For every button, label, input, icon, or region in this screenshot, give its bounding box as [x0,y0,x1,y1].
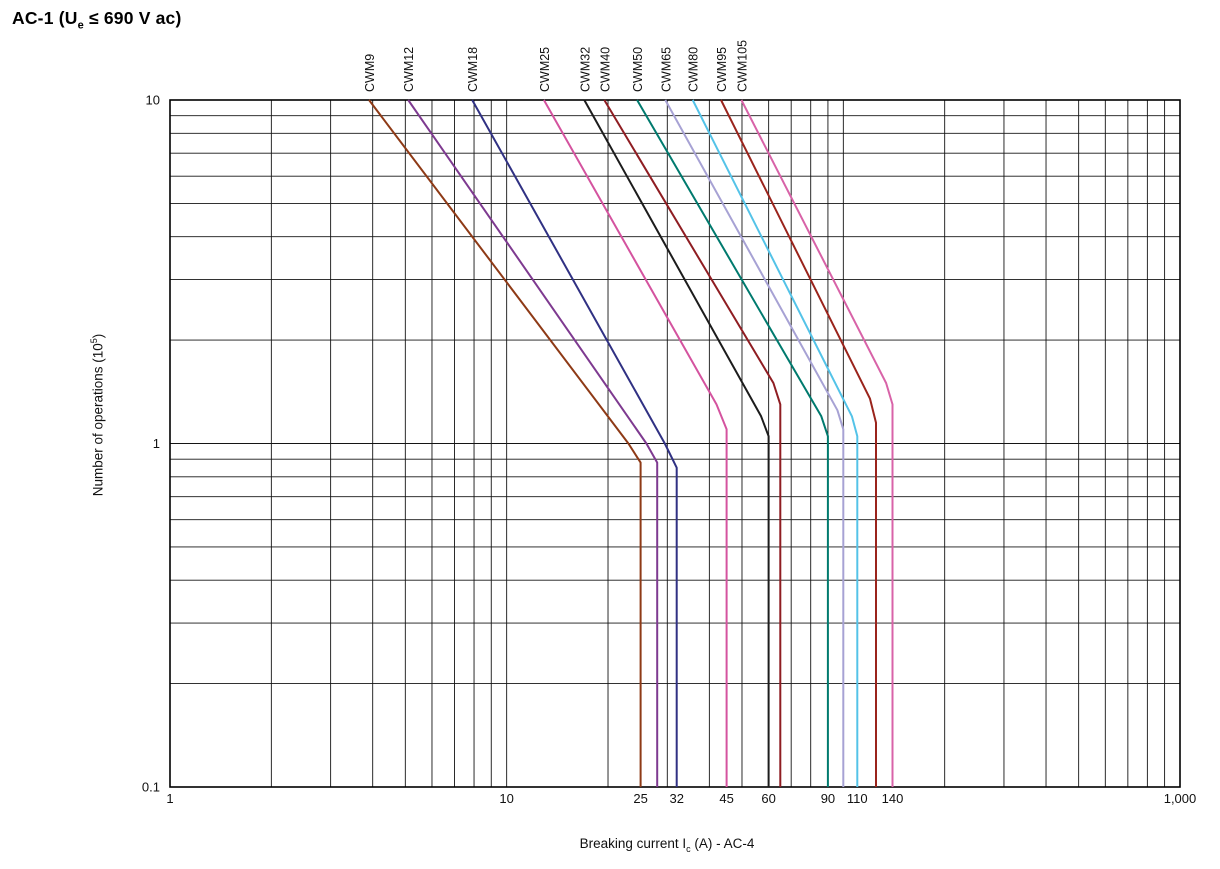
curve-CWM9 [368,99,642,787]
chart-title-subscript: e [77,19,84,32]
curve-label-CWM65: CWM65 [659,47,673,92]
curve-label-CWM32: CWM32 [578,47,592,92]
curve-label-CWM40: CWM40 [598,47,612,92]
x-tick-label-10: 10 [499,791,513,806]
y-tick-label-0.1: 0.1 [142,780,160,795]
curve-label-CWM105: CWM105 [735,40,749,92]
curve-label-CWM80: CWM80 [687,47,701,92]
x-axis-title-prefix: Breaking current I [579,836,687,852]
curve-label-CWM50: CWM50 [631,47,645,92]
curve-CWM18 [471,99,678,787]
x-tick-label-90: 90 [821,791,835,806]
x-tick-label-140: 140 [882,791,904,806]
chart-title: AC-1 (Ue ≤ 690 V ac) [12,8,182,32]
x-tick-label-1000: 1,000 [1164,791,1197,806]
x-axis-title: Breaking current Ic (A) - AC-4 [580,836,755,854]
curve-CWM32 [583,99,770,787]
curve-CWM12 [407,99,659,787]
curve-label-CWM9: CWM9 [363,54,377,92]
curve-CWM25 [543,99,728,787]
x-tick-label-1: 1 [166,791,173,806]
chart-title-suffix: ≤ 690 V ac) [83,8,182,28]
curve-label-CWM18: CWM18 [466,47,480,92]
x-tick-label-45: 45 [719,791,733,806]
curve-label-CWM25: CWM25 [538,47,552,92]
chart-title-prefix: AC-1 (U [12,8,78,28]
x-axis-title-subscript: c [686,843,691,854]
x-tick-label-25: 25 [633,791,647,806]
curve-CWM80 [691,99,859,787]
curve-CWM50 [636,99,829,787]
curve-label-CWM12: CWM12 [402,47,416,92]
curve-CWM40 [603,99,782,787]
x-tick-label-110: 110 [847,791,868,806]
curve-CWM95 [720,99,877,787]
plot-border [169,99,1181,788]
x-tick-label-32: 32 [669,791,683,806]
x-axis-title-suffix: (A) - AC-4 [690,836,755,852]
y-tick-label-1: 1 [153,436,160,451]
curve-CWM105 [740,99,894,787]
curve-label-CWM95: CWM95 [715,47,729,92]
curve-CWM65 [664,99,845,787]
x-tick-label-60: 60 [761,791,775,806]
y-tick-label-10: 10 [146,93,160,108]
